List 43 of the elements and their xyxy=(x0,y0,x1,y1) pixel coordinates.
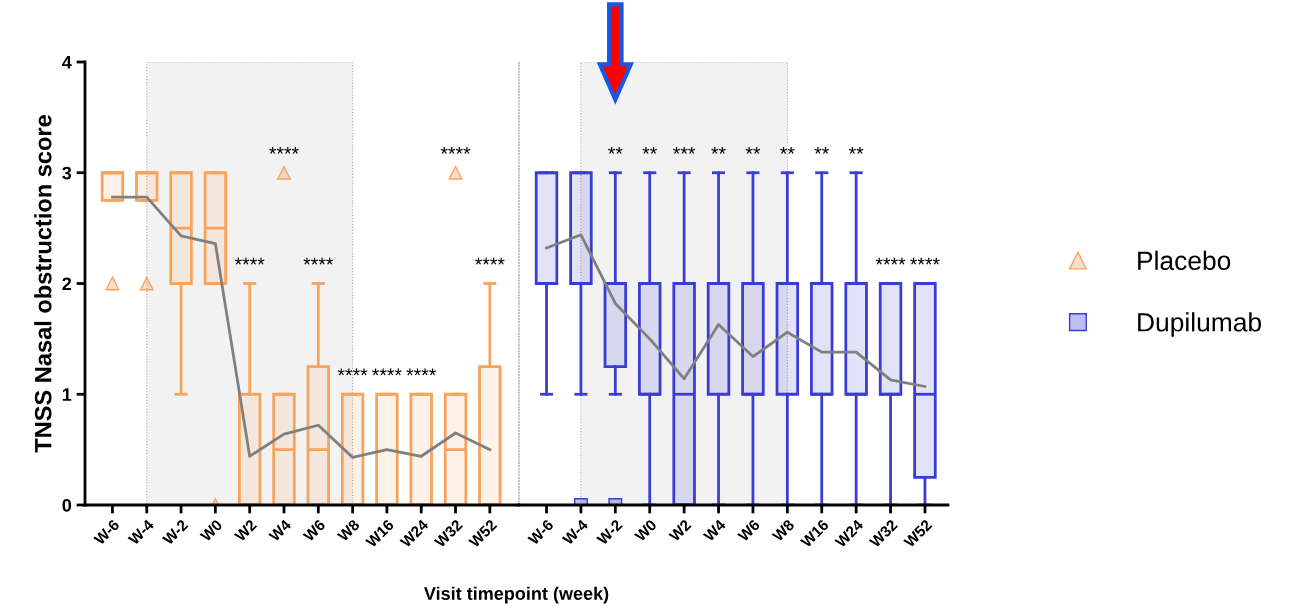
x-tick-label: W-6 xyxy=(527,518,555,546)
x-tick-label: W6 xyxy=(737,518,761,543)
x-tick-label: W-6 xyxy=(93,518,120,546)
text: ** xyxy=(848,147,864,154)
text: **** xyxy=(269,147,299,154)
y-tick-label: 3 xyxy=(62,166,72,180)
text: **** xyxy=(440,147,471,154)
text: **** xyxy=(337,368,368,376)
x-tick-label: W4 xyxy=(702,518,727,543)
text: *** xyxy=(673,147,696,154)
y-tick-label: 1 xyxy=(62,388,72,401)
x-tick-label: W-2 xyxy=(161,518,189,546)
text: **** xyxy=(475,257,505,265)
text: ** xyxy=(608,147,623,154)
y-axis-title: TNSS Nasal obstruction score xyxy=(34,115,52,453)
x-tick-label: W0 xyxy=(633,518,658,543)
text: ** xyxy=(711,147,726,154)
text: **** xyxy=(910,257,940,265)
text: ** xyxy=(642,147,657,154)
y-tick-label: 2 xyxy=(62,277,72,291)
y-tick-label: 0 xyxy=(62,498,72,512)
x-tick-label: W6 xyxy=(302,518,326,543)
text: ** xyxy=(780,147,795,154)
text: ** xyxy=(814,147,830,154)
text: ** xyxy=(745,147,761,154)
text: **** xyxy=(303,257,334,265)
legend-label: Dupilumab xyxy=(1138,312,1262,337)
y-tick-label: 4 xyxy=(62,56,72,69)
legend-label: Placebo xyxy=(1138,250,1231,271)
x-tick-label: W-4 xyxy=(561,518,589,546)
text: **** xyxy=(875,257,906,265)
text: **** xyxy=(234,257,265,265)
x-tick-label: W8 xyxy=(771,518,795,543)
x-tick-label: W8 xyxy=(336,518,361,543)
text: **** xyxy=(406,368,437,376)
x-tick-label: W2 xyxy=(668,518,692,543)
x-tick-label: W-2 xyxy=(596,518,623,546)
text: **** xyxy=(372,368,402,376)
x-tick-label: W0 xyxy=(199,518,223,543)
x-tick-label: W-4 xyxy=(127,518,155,546)
x-axis-title: Visit timepoint (week) xyxy=(423,586,609,604)
x-tick-label: W2 xyxy=(233,518,258,543)
x-tick-label: W4 xyxy=(268,518,292,543)
